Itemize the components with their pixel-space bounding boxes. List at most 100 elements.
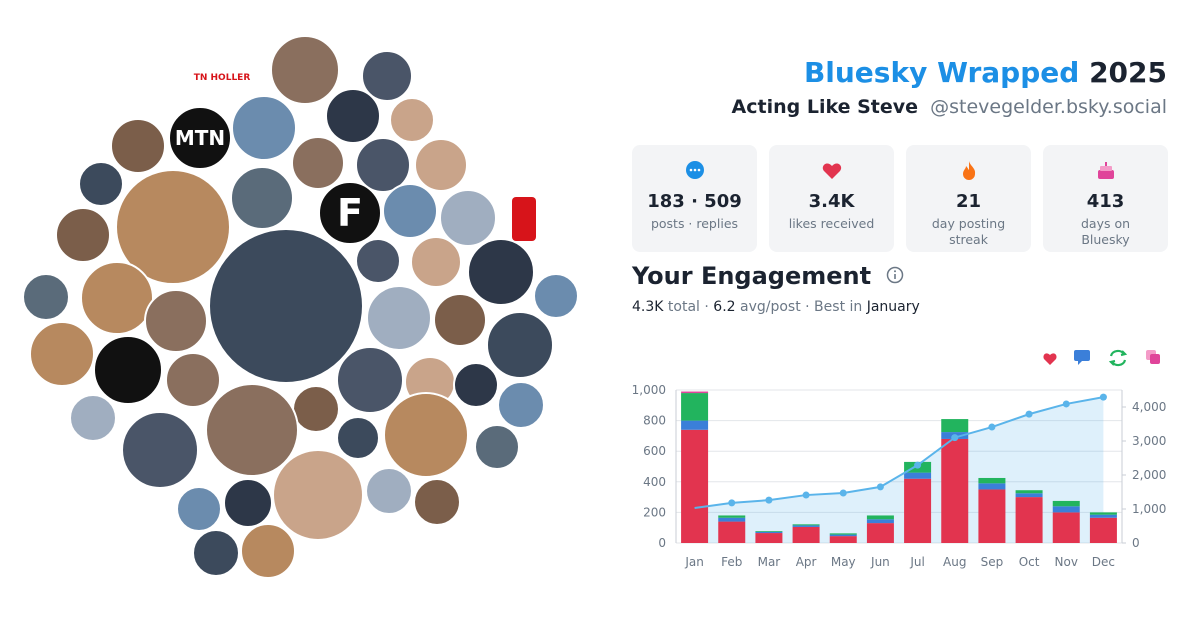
bar-segment — [1015, 490, 1043, 494]
x-tick-label: Nov — [1055, 555, 1078, 569]
avatar — [355, 238, 401, 284]
bar-segment — [1089, 514, 1117, 518]
avatar — [486, 311, 554, 379]
avatar — [366, 285, 432, 351]
bar-segment — [829, 533, 857, 535]
summary-part: January — [866, 299, 920, 315]
line-point — [951, 434, 959, 442]
bar-segment — [1052, 500, 1080, 507]
bar-segment — [978, 483, 1006, 490]
line-point — [728, 499, 736, 507]
coke-can — [512, 197, 536, 241]
stat-icon — [1097, 162, 1114, 179]
line-point — [1062, 400, 1070, 408]
avatar — [325, 88, 381, 144]
line-point — [765, 496, 773, 504]
section-title: Your Engagement — [632, 262, 905, 290]
avatar — [292, 385, 340, 433]
avatar — [80, 261, 154, 335]
avatar — [291, 136, 345, 190]
summary-part: avg/post · Best in — [735, 299, 867, 315]
avatar — [413, 478, 461, 526]
x-tick-label: Sep — [981, 555, 1004, 569]
display-name: Acting Like Steve — [731, 96, 919, 118]
y2-tick-label: 2,000 — [1132, 468, 1166, 482]
bar-segment — [792, 524, 820, 526]
info-icon[interactable] — [885, 265, 905, 285]
avatar — [433, 293, 487, 347]
bar-segment — [792, 525, 820, 527]
y2-tick-label: 0 — [1132, 536, 1140, 550]
avatar — [355, 137, 411, 193]
avatar — [78, 161, 124, 207]
bar-segment — [829, 536, 857, 543]
stat-card: 3.4K likes received — [769, 145, 894, 252]
stat-value: 413 — [1086, 191, 1125, 212]
stat-label: posts · replies — [650, 216, 739, 231]
x-tick-label: Mar — [758, 555, 781, 569]
legend-likes-icon[interactable] — [1043, 353, 1057, 365]
logo-text: TN HOLLER — [194, 73, 251, 83]
handle: @stevegelder.bsky.social — [930, 96, 1167, 118]
bar-segment — [755, 531, 783, 532]
bar-segment — [681, 391, 709, 394]
bar-segment — [1089, 512, 1117, 515]
bar-segment — [1052, 512, 1080, 543]
chart: 0 200 400 600 800 1,000 0 1,000 2,000 3,000 4,000 J… — [632, 349, 1166, 569]
avatar — [121, 411, 199, 489]
avatar — [414, 138, 468, 192]
y-tick-label: 1,000 — [632, 383, 666, 397]
summary-part: 4.3K — [632, 299, 664, 315]
stat-icon — [822, 163, 841, 179]
x-tick-label: May — [831, 555, 856, 569]
y2-tick-label: 3,000 — [1132, 434, 1166, 448]
legend-reposts-icon[interactable] — [1108, 349, 1128, 367]
avatar — [365, 467, 413, 515]
line-point — [802, 491, 810, 499]
legend-quotes-icon-front — [1150, 354, 1160, 364]
avatar — [533, 273, 579, 319]
bar-segment — [904, 478, 932, 543]
legend — [1043, 349, 1160, 367]
y-tick-label: 0 — [658, 536, 666, 550]
y-tick-label: 600 — [643, 444, 666, 458]
avatar — [389, 97, 435, 143]
bar-segment — [941, 438, 969, 543]
bar-segment — [681, 429, 709, 543]
x-tick-label: Feb — [721, 555, 742, 569]
avatar — [205, 383, 299, 477]
cumulative-line — [694, 396, 1104, 509]
bar-segment — [681, 420, 709, 430]
avatar — [382, 183, 438, 239]
y-tick-label: 400 — [643, 475, 666, 489]
logo-text: MTN — [175, 126, 225, 150]
avatar — [230, 166, 294, 230]
bar-segment — [941, 419, 969, 433]
bar-segment — [866, 519, 894, 524]
legend-replies-icon[interactable] — [1074, 350, 1090, 365]
x-tick-label: Jul — [909, 555, 924, 569]
line-point — [1099, 393, 1107, 401]
profile: Acting Like Steve @stevegelder.bsky.soci… — [732, 96, 1167, 118]
bar-segment — [978, 489, 1006, 543]
avatar-collage: TN HOLLER MTN F — [22, 35, 579, 579]
bar-segment — [904, 472, 932, 479]
avatar — [272, 449, 364, 541]
stat-value: 183 · 509 — [647, 191, 742, 212]
avatar — [93, 335, 163, 405]
x-tick-label: Jan — [684, 555, 704, 569]
x-tick-label: Dec — [1092, 555, 1115, 569]
stat-card: 183 · 509 posts · replies — [632, 145, 757, 252]
avatar — [176, 486, 222, 532]
bar-segment — [792, 526, 820, 543]
y-tick-label: 800 — [643, 414, 666, 428]
y-tick-label: 200 — [643, 505, 666, 519]
line-point — [876, 483, 884, 491]
bar-segment — [866, 523, 894, 543]
stat-icon — [962, 161, 975, 180]
line-point — [839, 489, 847, 497]
bar-segment — [755, 531, 783, 534]
bar-segment — [1015, 493, 1043, 498]
avatar — [497, 381, 545, 429]
